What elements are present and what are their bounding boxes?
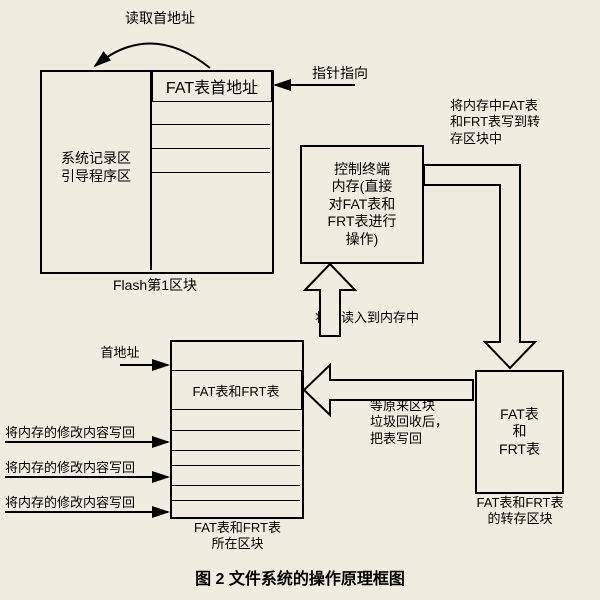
arrows-svg [0, 0, 600, 600]
